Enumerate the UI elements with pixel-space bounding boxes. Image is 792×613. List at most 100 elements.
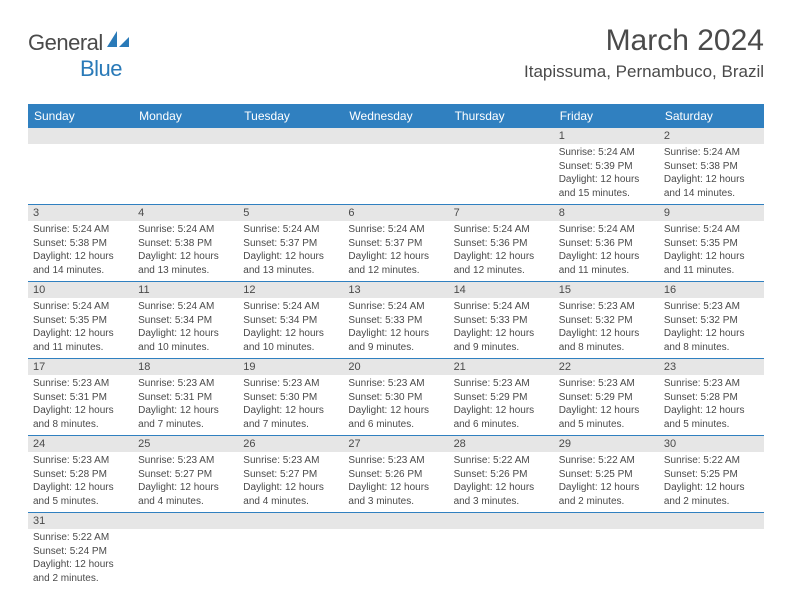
daylight-text: Daylight: 12 hours and 8 minutes. <box>664 327 759 354</box>
calendar-row: 1Sunrise: 5:24 AMSunset: 5:39 PMDaylight… <box>28 128 764 205</box>
weekday-header: Tuesday <box>238 104 343 128</box>
daylight-text: Daylight: 12 hours and 11 minutes. <box>664 250 759 277</box>
sunrise-text: Sunrise: 5:23 AM <box>138 454 233 468</box>
day-number: 26 <box>238 436 343 452</box>
day-number: 10 <box>28 282 133 298</box>
day-content: Sunrise: 5:24 AMSunset: 5:39 PMDaylight:… <box>554 144 659 204</box>
day-number: 19 <box>238 359 343 375</box>
sunset-text: Sunset: 5:33 PM <box>348 314 443 328</box>
sunset-text: Sunset: 5:26 PM <box>348 468 443 482</box>
calendar-row: 10Sunrise: 5:24 AMSunset: 5:35 PMDayligh… <box>28 282 764 359</box>
daylight-text: Daylight: 12 hours and 5 minutes. <box>33 481 128 508</box>
daylight-text: Daylight: 12 hours and 8 minutes. <box>559 327 654 354</box>
sunrise-text: Sunrise: 5:23 AM <box>664 300 759 314</box>
logo-sail-icon <box>107 31 129 52</box>
daylight-text: Daylight: 12 hours and 9 minutes. <box>348 327 443 354</box>
weekday-header: Monday <box>133 104 238 128</box>
day-number: 5 <box>238 205 343 221</box>
calendar-cell: 4Sunrise: 5:24 AMSunset: 5:38 PMDaylight… <box>133 205 238 281</box>
day-content: Sunrise: 5:23 AMSunset: 5:27 PMDaylight:… <box>133 452 238 512</box>
sunset-text: Sunset: 5:31 PM <box>138 391 233 405</box>
day-content: Sunrise: 5:24 AMSunset: 5:38 PMDaylight:… <box>28 221 133 281</box>
calendar-cell <box>449 128 554 204</box>
sunset-text: Sunset: 5:34 PM <box>243 314 338 328</box>
day-content: Sunrise: 5:24 AMSunset: 5:37 PMDaylight:… <box>343 221 448 281</box>
calendar-body: 1Sunrise: 5:24 AMSunset: 5:39 PMDaylight… <box>28 128 764 589</box>
day-number <box>238 513 343 529</box>
sunset-text: Sunset: 5:36 PM <box>559 237 654 251</box>
sunset-text: Sunset: 5:27 PM <box>243 468 338 482</box>
daylight-text: Daylight: 12 hours and 3 minutes. <box>348 481 443 508</box>
sunrise-text: Sunrise: 5:24 AM <box>454 223 549 237</box>
calendar-cell: 2Sunrise: 5:24 AMSunset: 5:38 PMDaylight… <box>659 128 764 204</box>
day-number: 13 <box>343 282 448 298</box>
daylight-text: Daylight: 12 hours and 6 minutes. <box>348 404 443 431</box>
day-content: Sunrise: 5:23 AMSunset: 5:28 PMDaylight:… <box>659 375 764 435</box>
day-content: Sunrise: 5:24 AMSunset: 5:33 PMDaylight:… <box>343 298 448 358</box>
day-content: Sunrise: 5:23 AMSunset: 5:29 PMDaylight:… <box>449 375 554 435</box>
daylight-text: Daylight: 12 hours and 6 minutes. <box>454 404 549 431</box>
daylight-text: Daylight: 12 hours and 10 minutes. <box>243 327 338 354</box>
daylight-text: Daylight: 12 hours and 12 minutes. <box>454 250 549 277</box>
sunset-text: Sunset: 5:30 PM <box>243 391 338 405</box>
title-block: March 2024 Itapissuma, Pernambuco, Brazi… <box>524 24 764 82</box>
sunrise-text: Sunrise: 5:24 AM <box>33 223 128 237</box>
sunrise-text: Sunrise: 5:24 AM <box>664 223 759 237</box>
daylight-text: Daylight: 12 hours and 7 minutes. <box>243 404 338 431</box>
sunset-text: Sunset: 5:38 PM <box>664 160 759 174</box>
day-content: Sunrise: 5:23 AMSunset: 5:30 PMDaylight:… <box>238 375 343 435</box>
sunrise-text: Sunrise: 5:23 AM <box>33 454 128 468</box>
day-content: Sunrise: 5:23 AMSunset: 5:32 PMDaylight:… <box>554 298 659 358</box>
daylight-text: Daylight: 12 hours and 10 minutes. <box>138 327 233 354</box>
sunset-text: Sunset: 5:28 PM <box>33 468 128 482</box>
calendar-cell <box>554 513 659 589</box>
calendar-cell: 11Sunrise: 5:24 AMSunset: 5:34 PMDayligh… <box>133 282 238 358</box>
day-number <box>449 513 554 529</box>
sunrise-text: Sunrise: 5:23 AM <box>559 377 654 391</box>
sunrise-text: Sunrise: 5:24 AM <box>559 146 654 160</box>
logo: General <box>28 30 131 56</box>
day-content: Sunrise: 5:22 AMSunset: 5:25 PMDaylight:… <box>659 452 764 512</box>
sunrise-text: Sunrise: 5:24 AM <box>243 223 338 237</box>
day-number: 29 <box>554 436 659 452</box>
calendar-cell <box>343 513 448 589</box>
day-number <box>554 513 659 529</box>
day-content: Sunrise: 5:23 AMSunset: 5:28 PMDaylight:… <box>28 452 133 512</box>
sunrise-text: Sunrise: 5:23 AM <box>664 377 759 391</box>
day-number: 8 <box>554 205 659 221</box>
calendar-cell: 23Sunrise: 5:23 AMSunset: 5:28 PMDayligh… <box>659 359 764 435</box>
day-content: Sunrise: 5:24 AMSunset: 5:36 PMDaylight:… <box>554 221 659 281</box>
day-content: Sunrise: 5:23 AMSunset: 5:32 PMDaylight:… <box>659 298 764 358</box>
sunrise-text: Sunrise: 5:23 AM <box>33 377 128 391</box>
calendar-cell: 16Sunrise: 5:23 AMSunset: 5:32 PMDayligh… <box>659 282 764 358</box>
page-header: General March 2024 Itapissuma, Pernambuc… <box>28 24 764 82</box>
day-number <box>343 128 448 144</box>
calendar-cell: 7Sunrise: 5:24 AMSunset: 5:36 PMDaylight… <box>449 205 554 281</box>
daylight-text: Daylight: 12 hours and 2 minutes. <box>559 481 654 508</box>
sunset-text: Sunset: 5:34 PM <box>138 314 233 328</box>
day-number: 9 <box>659 205 764 221</box>
daylight-text: Daylight: 12 hours and 14 minutes. <box>664 173 759 200</box>
sunrise-text: Sunrise: 5:23 AM <box>559 300 654 314</box>
calendar-cell: 31Sunrise: 5:22 AMSunset: 5:24 PMDayligh… <box>28 513 133 589</box>
calendar-cell: 19Sunrise: 5:23 AMSunset: 5:30 PMDayligh… <box>238 359 343 435</box>
sunset-text: Sunset: 5:24 PM <box>33 545 128 559</box>
calendar-row: 3Sunrise: 5:24 AMSunset: 5:38 PMDaylight… <box>28 205 764 282</box>
calendar-cell <box>133 513 238 589</box>
sunrise-text: Sunrise: 5:22 AM <box>454 454 549 468</box>
sunrise-text: Sunrise: 5:24 AM <box>559 223 654 237</box>
sunrise-text: Sunrise: 5:24 AM <box>138 300 233 314</box>
day-number: 3 <box>28 205 133 221</box>
sunset-text: Sunset: 5:29 PM <box>559 391 654 405</box>
daylight-text: Daylight: 12 hours and 4 minutes. <box>138 481 233 508</box>
calendar-cell: 29Sunrise: 5:22 AMSunset: 5:25 PMDayligh… <box>554 436 659 512</box>
sunset-text: Sunset: 5:29 PM <box>454 391 549 405</box>
sunrise-text: Sunrise: 5:24 AM <box>138 223 233 237</box>
day-number: 1 <box>554 128 659 144</box>
day-number: 27 <box>343 436 448 452</box>
daylight-text: Daylight: 12 hours and 7 minutes. <box>138 404 233 431</box>
calendar-header-row: Sunday Monday Tuesday Wednesday Thursday… <box>28 104 764 128</box>
day-number: 4 <box>133 205 238 221</box>
sunset-text: Sunset: 5:25 PM <box>664 468 759 482</box>
calendar-cell: 22Sunrise: 5:23 AMSunset: 5:29 PMDayligh… <box>554 359 659 435</box>
